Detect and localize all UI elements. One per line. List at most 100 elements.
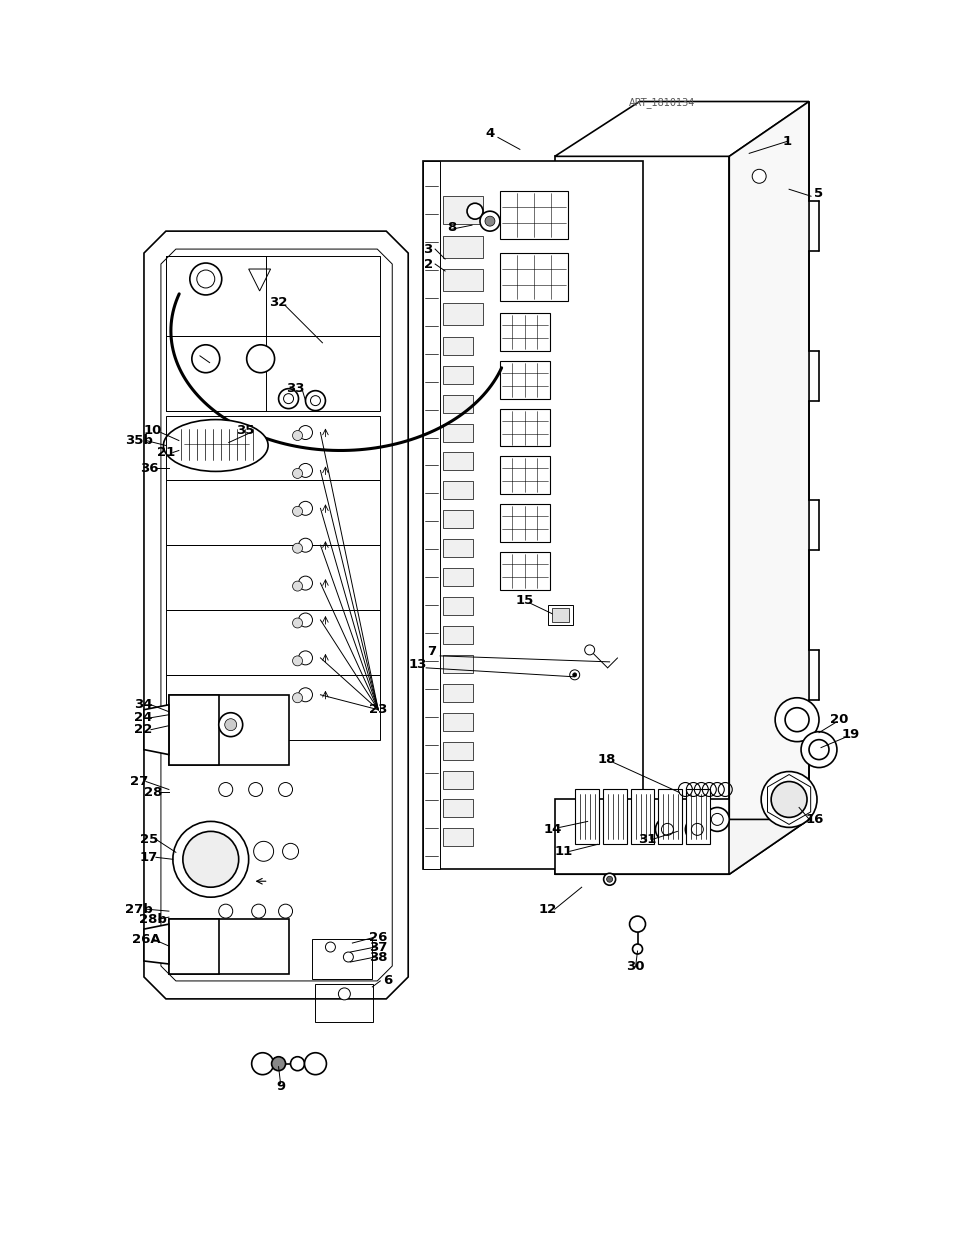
Text: 20: 20 [829,713,847,726]
Circle shape [325,942,335,952]
Bar [499,312,549,351]
Circle shape [190,263,221,295]
Text: 35: 35 [236,424,254,437]
Polygon shape [144,231,408,999]
Circle shape [249,783,262,797]
Text: 11: 11 [554,845,572,858]
Circle shape [343,952,353,962]
Text: 4: 4 [485,127,494,140]
Bar [313,939,372,979]
Circle shape [252,1052,274,1074]
Polygon shape [555,101,808,157]
Polygon shape [555,819,808,874]
Bar [442,799,473,818]
Bar [602,789,626,845]
Circle shape [298,576,313,590]
Text: 24: 24 [133,711,152,724]
Bar [442,684,473,701]
Bar [442,236,482,258]
Circle shape [298,463,313,478]
Bar [551,608,568,622]
Circle shape [298,426,313,440]
Circle shape [298,651,313,664]
Ellipse shape [163,420,268,472]
Text: 13: 13 [409,658,427,672]
Circle shape [606,877,612,882]
Bar [169,919,218,974]
Text: 15: 15 [516,594,534,606]
Bar [685,789,710,845]
Circle shape [655,818,679,841]
Circle shape [278,389,298,409]
Circle shape [338,988,350,1000]
Circle shape [278,783,293,797]
Text: 3: 3 [423,242,433,256]
Circle shape [172,821,249,897]
Bar [442,540,473,557]
Bar [442,655,473,673]
Bar [166,256,380,336]
Bar [442,395,473,412]
Circle shape [192,345,219,373]
Bar [442,452,473,471]
Circle shape [183,831,238,887]
Circle shape [218,783,233,797]
Bar [166,610,380,674]
Circle shape [298,501,313,515]
Bar [442,713,473,731]
Bar [442,742,473,760]
Bar [442,829,473,846]
Circle shape [775,698,818,742]
Bar [442,303,482,325]
Bar [442,196,482,224]
Circle shape [304,1052,326,1074]
Text: 14: 14 [543,823,561,836]
Text: 28b: 28b [139,913,167,925]
Text: 9: 9 [275,1081,285,1093]
Circle shape [684,818,709,841]
Bar [166,416,380,480]
Text: 35b: 35b [125,433,152,447]
Circle shape [584,645,594,655]
Circle shape [569,669,579,679]
Bar [166,336,265,410]
Circle shape [278,904,293,918]
Text: 32: 32 [269,296,288,310]
Circle shape [298,613,313,627]
Bar [442,269,482,291]
Polygon shape [423,162,439,869]
Text: 30: 30 [625,961,644,973]
Text: 22: 22 [133,724,152,736]
Text: 26: 26 [369,930,387,944]
Text: 5: 5 [814,186,822,200]
Bar [442,597,473,615]
Text: 37: 37 [369,941,387,953]
Circle shape [704,808,728,831]
Bar [442,771,473,788]
Circle shape [293,618,302,627]
Text: 34: 34 [133,698,152,711]
Circle shape [225,719,236,731]
Bar [630,789,654,845]
Text: 27: 27 [130,776,148,788]
Circle shape [484,216,495,226]
Bar [166,336,380,410]
Bar [547,605,572,625]
Circle shape [247,345,274,373]
Circle shape [293,468,302,478]
Text: 25: 25 [140,832,158,846]
Bar [166,674,380,740]
Circle shape [293,656,302,666]
Circle shape [751,169,765,183]
Circle shape [479,211,499,231]
Text: 23: 23 [369,703,387,716]
Circle shape [293,543,302,553]
Circle shape [760,772,816,827]
Bar [574,789,598,845]
Text: 10: 10 [144,424,162,437]
Bar [315,984,373,1021]
Bar [442,337,473,354]
Text: 19: 19 [841,729,860,741]
Text: 28: 28 [144,785,162,799]
Text: 16: 16 [805,813,823,826]
